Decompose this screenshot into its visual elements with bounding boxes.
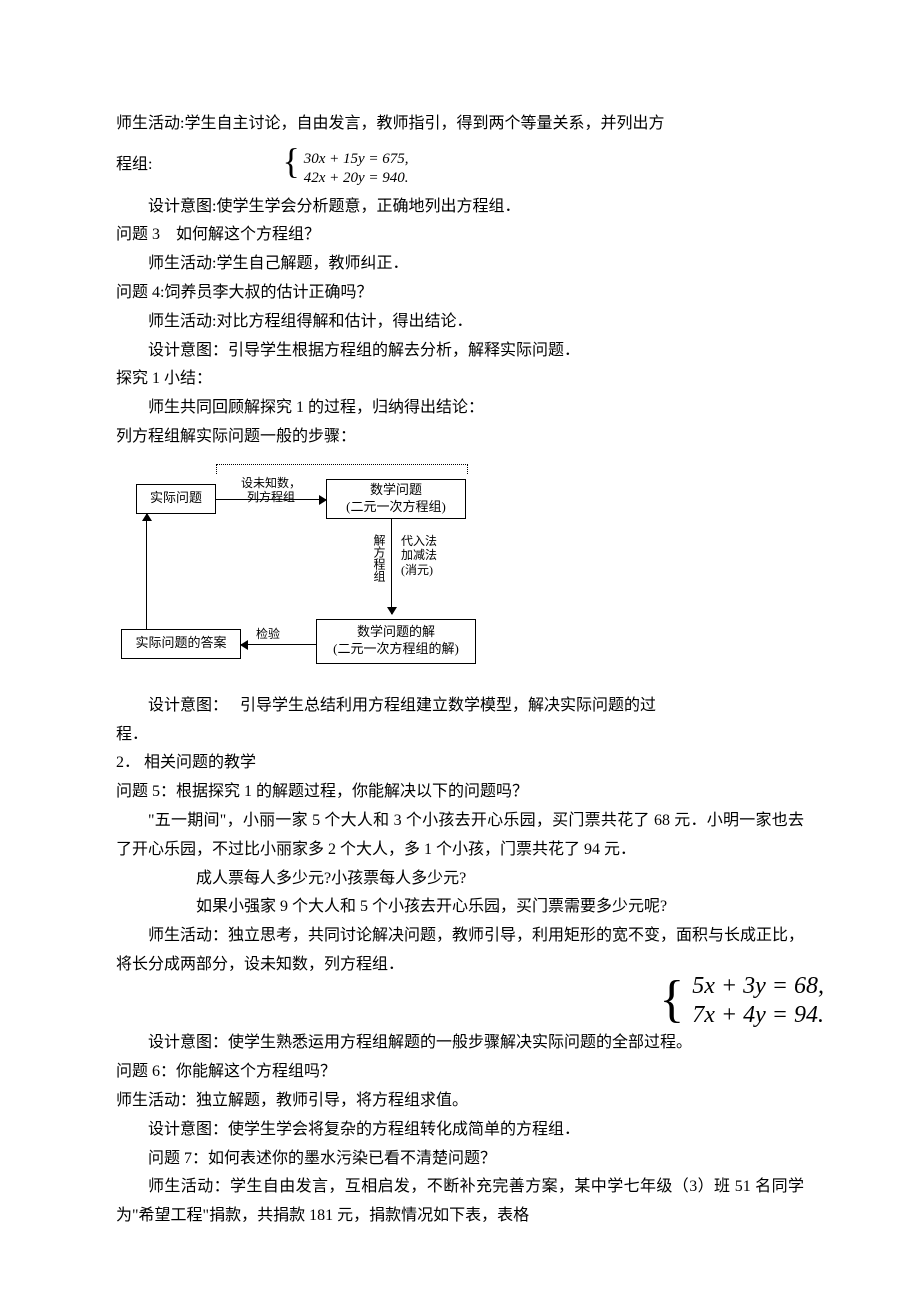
question-6: 问题 6：你能解这个方程组吗？ <box>116 1058 804 1087</box>
question-4: 问题 4:饲养员李大叔的估计正确吗？ <box>116 279 804 308</box>
design-intent-2-1: 设计意图： 引导学生总结利用方程组建立数学模型，解决实际问题的过 <box>116 692 804 721</box>
intro-prefix: 程组: <box>116 151 152 180</box>
label-unknown-2: 列方程组 <box>226 490 316 504</box>
method-1: 代入法 <box>401 534 437 548</box>
q6-design: 设计意图：使学生学会将复杂的方程组转化成简单的方程组． <box>116 1116 804 1145</box>
arrow-solve-down <box>391 519 392 614</box>
math-problem-2: (二元一次方程组) <box>346 499 446 516</box>
q5-paragraph-2: 成人票每人多少元?小孩票每人多少元? <box>116 865 804 894</box>
math-problem-1: 数学问题 <box>346 482 446 499</box>
label-unknown-1: 设未知数， <box>226 476 316 490</box>
question-5: 问题 5：根据探究 1 的解题过程，你能解决以下的问题吗？ <box>116 778 804 807</box>
box-real-problem: 实际问题 <box>136 484 216 514</box>
brace-left: { <box>282 141 299 181</box>
section-2: 2． 相关问题的教学 <box>116 749 804 778</box>
q4-design: 设计意图：引导学生根据方程组的解去分析，解释实际问题． <box>116 337 804 366</box>
solution-1: 数学问题的解 <box>333 624 459 641</box>
explore-summary-title: 探究 1 小结： <box>116 365 804 394</box>
q3-activity: 师生活动:学生自己解题，教师纠正． <box>116 250 804 279</box>
box-math-problem: 数学问题 (二元一次方程组) <box>326 479 466 519</box>
flowchart-diagram: 实际问题 设未知数， 列方程组 数学问题 (二元一次方程组) 解方程组 代入法 … <box>116 464 476 674</box>
intro-line1: 师生活动:学生自主讨论，自由发言，教师指引，得到两个等量关系，并列出方 <box>116 110 804 139</box>
q5-paragraph-3: 如果小强家 9 个大人和 5 个小孩去开心乐园，买门票需要多少元呢? <box>116 893 804 922</box>
question-3: 问题 3 如何解这个方程组？ <box>116 221 804 250</box>
design-intent-1: 设计意图:使学生学会分析题意，正确地列出方程组． <box>116 193 804 222</box>
method-3: (消元) <box>401 563 437 577</box>
explore-summary-1: 师生共同回顾解探究 1 的过程，归纳得出结论： <box>116 394 804 423</box>
label-check: 检验 <box>256 627 280 641</box>
label-solve: 解方程组 <box>368 534 386 582</box>
box-solution: 数学问题的解 (二元一次方程组的解) <box>316 619 476 664</box>
equation-group-2: { 5x + 3y = 68, 7x + 4y = 94. <box>659 972 824 1030</box>
q4-activity: 师生活动:对比方程组得解和估计，得出结论． <box>116 308 804 337</box>
eq2-row1: 5x + 3y = 68, <box>692 972 824 1001</box>
box-answer: 实际问题的答案 <box>121 629 241 659</box>
solution-2: (二元一次方程组的解) <box>333 641 459 658</box>
q7-activity: 师生活动：学生自由发言，互相启发，不断补充完善方案，某中学七年级（3）班 51 … <box>116 1173 804 1231</box>
q5-paragraph-1: "五一期间"，小丽一家 5 个大人和 3 个小孩去开心乐园，买门票共花了 68 … <box>116 807 804 865</box>
q6-activity: 师生活动：独立解题，教师引导，将方程组求值。 <box>116 1087 804 1116</box>
arrow-check <box>241 644 316 645</box>
method-2: 加减法 <box>401 548 437 562</box>
eq1-row1: 30x + 15y = 675, <box>304 150 409 170</box>
arrow-up-left <box>146 514 147 629</box>
label-methods: 代入法 加减法 (消元) <box>401 534 437 577</box>
explore-summary-2: 列方程组解实际问题一般的步骤： <box>116 423 804 452</box>
eq2-row2: 7x + 4y = 94. <box>692 1001 824 1030</box>
equation-group-1: 程组: { 30x + 15y = 675, 42x + 20y = 940. <box>116 143 804 189</box>
q5-design: 设计意图：使学生熟悉运用方程组解题的一般步骤解决实际问题的全部过程。 <box>116 1029 804 1058</box>
design-intent-2-2: 程． <box>116 721 804 750</box>
label-set-unknown: 设未知数， 列方程组 <box>226 476 316 505</box>
question-7: 问题 7：如何表述你的墨水污染已看不清楚问题？ <box>116 1145 804 1174</box>
eq1-row2: 42x + 20y = 940. <box>304 169 409 189</box>
